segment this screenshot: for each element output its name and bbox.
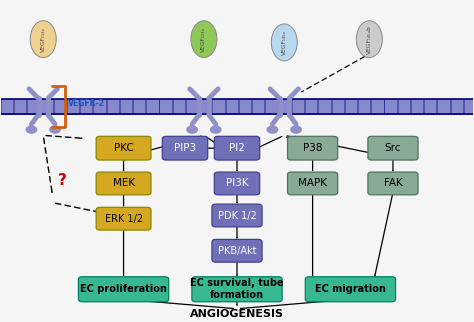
Bar <box>14 99 26 114</box>
FancyBboxPatch shape <box>96 172 151 195</box>
Text: PI2: PI2 <box>229 143 245 153</box>
Bar <box>239 99 251 114</box>
Text: VEGF₁₂₃ₔ: VEGF₁₂₃ₔ <box>201 27 206 52</box>
Text: Src: Src <box>385 143 401 153</box>
Text: PDK 1/2: PDK 1/2 <box>218 211 256 221</box>
Bar <box>186 99 198 114</box>
Bar <box>384 99 397 114</box>
Text: EC migration: EC migration <box>315 284 386 294</box>
Text: VEGF₁₁₃ₔ: VEGF₁₁₃ₔ <box>41 27 46 52</box>
Bar <box>438 99 450 114</box>
Text: MAPK: MAPK <box>298 178 327 188</box>
Bar <box>279 99 291 114</box>
Ellipse shape <box>356 21 383 58</box>
Circle shape <box>291 126 301 133</box>
Text: FAK: FAK <box>383 178 402 188</box>
Ellipse shape <box>191 21 217 58</box>
FancyBboxPatch shape <box>368 172 418 195</box>
Bar <box>252 99 264 114</box>
Text: EC survival, tube
formation: EC survival, tube formation <box>190 279 284 300</box>
Bar <box>265 99 278 114</box>
Circle shape <box>26 126 36 133</box>
Text: PKB/Akt: PKB/Akt <box>218 246 256 256</box>
Text: MEK: MEK <box>112 178 135 188</box>
Bar <box>173 99 185 114</box>
Bar <box>464 99 474 114</box>
FancyBboxPatch shape <box>214 136 260 160</box>
Bar <box>424 99 437 114</box>
Text: P38: P38 <box>303 143 322 153</box>
Bar <box>159 99 172 114</box>
Circle shape <box>267 126 278 133</box>
Bar <box>54 99 66 114</box>
FancyBboxPatch shape <box>288 172 337 195</box>
Bar <box>0 99 13 114</box>
Bar <box>305 99 318 114</box>
FancyBboxPatch shape <box>96 136 151 160</box>
Text: VEGFR-2: VEGFR-2 <box>68 99 105 108</box>
Bar <box>93 99 106 114</box>
Ellipse shape <box>30 21 56 58</box>
Bar <box>371 99 383 114</box>
Bar <box>292 99 304 114</box>
Text: EC proliferation: EC proliferation <box>80 284 167 294</box>
Text: ERK 1/2: ERK 1/2 <box>104 214 143 224</box>
Bar <box>226 99 238 114</box>
Text: PIP3: PIP3 <box>174 143 196 153</box>
Bar <box>146 99 158 114</box>
FancyBboxPatch shape <box>162 136 208 160</box>
FancyBboxPatch shape <box>96 207 151 230</box>
Text: PKC: PKC <box>114 143 134 153</box>
FancyBboxPatch shape <box>305 277 396 302</box>
Text: ?: ? <box>58 173 66 188</box>
FancyBboxPatch shape <box>214 172 260 195</box>
Text: ANGIOGENESIS: ANGIOGENESIS <box>190 308 284 318</box>
Bar <box>411 99 423 114</box>
Bar <box>40 99 53 114</box>
Circle shape <box>50 126 60 133</box>
Bar <box>398 99 410 114</box>
Ellipse shape <box>271 24 297 61</box>
FancyBboxPatch shape <box>212 239 262 262</box>
Bar <box>27 99 39 114</box>
Bar <box>67 99 79 114</box>
Bar <box>133 99 146 114</box>
Bar <box>358 99 370 114</box>
Bar <box>80 99 92 114</box>
Bar <box>451 99 463 114</box>
Bar <box>199 99 211 114</box>
Bar <box>318 99 330 114</box>
Text: VEGF₁₄₅ₔb: VEGF₁₄₅ₔb <box>367 25 372 53</box>
Text: PI3K: PI3K <box>226 178 248 188</box>
FancyBboxPatch shape <box>78 277 169 302</box>
Bar <box>345 99 357 114</box>
Circle shape <box>187 126 197 133</box>
Bar <box>120 99 132 114</box>
Bar <box>212 99 225 114</box>
FancyBboxPatch shape <box>212 204 262 227</box>
Bar <box>107 99 119 114</box>
FancyBboxPatch shape <box>288 136 337 160</box>
FancyBboxPatch shape <box>192 277 282 302</box>
Text: VEGF₁₄₅ₔ: VEGF₁₄₅ₔ <box>282 30 287 55</box>
FancyBboxPatch shape <box>368 136 418 160</box>
Circle shape <box>210 126 221 133</box>
Bar <box>331 99 344 114</box>
